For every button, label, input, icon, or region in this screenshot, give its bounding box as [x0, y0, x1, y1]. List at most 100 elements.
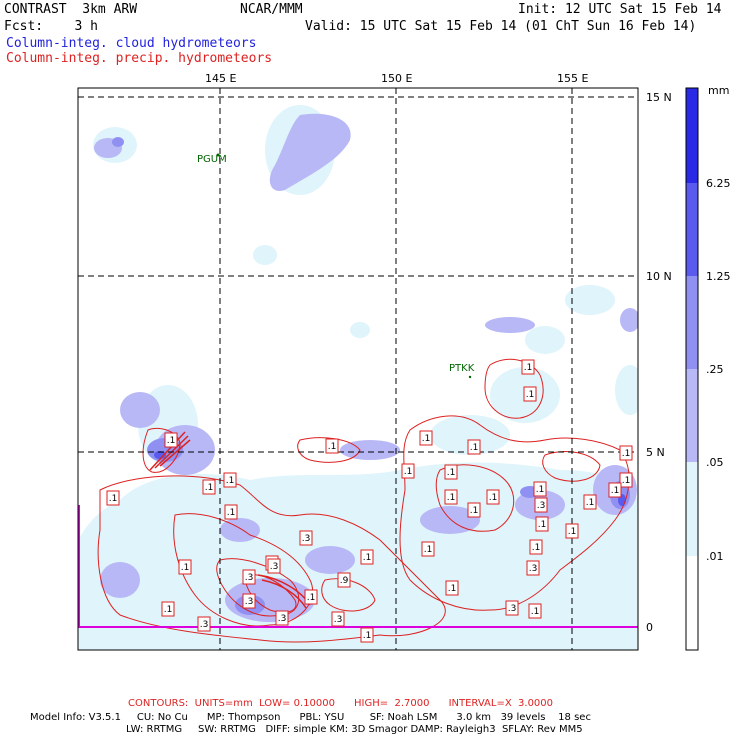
- precip-contour: [435, 464, 515, 532]
- contour-label-box: [523, 386, 537, 402]
- contour-label: .1: [226, 476, 235, 486]
- colorbar-segment: [686, 462, 698, 556]
- contour-label: .1: [568, 527, 577, 537]
- axis-labels: 145 E 150 E 155 E 15 N 10 N 5 N 0: [205, 72, 672, 634]
- contour-label: .1: [109, 494, 118, 504]
- cloud-area: [220, 518, 260, 542]
- contour-label-box: [360, 627, 374, 643]
- contour-label-box: [486, 489, 500, 505]
- precip-contour: [321, 578, 376, 612]
- precip-contour: [261, 579, 307, 609]
- lat-label: 0: [646, 621, 653, 634]
- cloud-area: [340, 440, 400, 460]
- contour-label: .1: [470, 506, 479, 516]
- contour-label-box: [608, 482, 622, 498]
- contour-label-box: [106, 490, 120, 506]
- contour-info: CONTOURS: UNITS=mm LOW= 0.10000 HIGH= 2.…: [128, 698, 554, 709]
- contour-label: .1: [447, 468, 456, 478]
- model-info-line-1: Model Info: V3.5.1 CU: No Cu MP: Thompso…: [30, 712, 591, 723]
- contour-label: .1: [489, 493, 498, 503]
- colorbar-segment: [686, 88, 698, 183]
- precip-contour: [142, 427, 181, 473]
- cloud-area: [430, 415, 510, 455]
- lat-label: 10 N: [646, 270, 672, 283]
- contour-label: .1: [363, 553, 372, 563]
- lat-label: 15 N: [646, 91, 672, 104]
- contour-label: .1: [526, 390, 535, 400]
- cloud-area: [253, 245, 277, 265]
- contour-label-box: [178, 559, 192, 575]
- contour-label-box: [444, 464, 458, 480]
- contour-label: .9: [340, 576, 349, 586]
- contour-label-box: [619, 445, 633, 461]
- colorbar-level: .25: [706, 363, 724, 376]
- field-cloud-label: Column-integ. cloud hydrometeors: [6, 36, 257, 51]
- station-label: PTKK: [449, 363, 475, 374]
- contour-label-box: [401, 463, 415, 479]
- colorbar-segment: [686, 369, 698, 462]
- station-label: PGUM: [197, 154, 227, 165]
- contour-label-box: [331, 611, 345, 627]
- forecast-hour: Fcst: 3 h: [4, 19, 98, 34]
- contour-label: .1: [622, 476, 631, 486]
- contour-label-box: [267, 558, 281, 574]
- station-marker: [468, 375, 472, 379]
- cloud-area: [100, 562, 140, 598]
- lon-label: 150 E: [381, 72, 412, 85]
- contour-label: .1: [611, 486, 620, 496]
- contour-label: .3: [245, 597, 254, 607]
- contour-label-box: [164, 432, 178, 448]
- contour-label-box: [521, 359, 535, 375]
- contour-label: .1: [164, 605, 173, 615]
- cloud-area: [269, 113, 351, 191]
- contour-label: .1: [307, 593, 316, 603]
- contour-label: .3: [302, 534, 311, 544]
- contour-label-box: [528, 603, 542, 619]
- colorbar-segment: [686, 183, 698, 276]
- field-precip-label: Column-integ. precip. hydrometeors: [6, 51, 273, 66]
- lat-label: 5 N: [646, 446, 665, 459]
- contour-label: .1: [167, 436, 176, 446]
- cloud-area: [615, 365, 638, 415]
- precip-contour: [149, 431, 186, 471]
- map-panel: [77, 87, 639, 651]
- lon-label: 155 E: [557, 72, 588, 85]
- contour-label-box: [360, 549, 374, 565]
- contour-label-box: [197, 616, 211, 632]
- colorbar-level: .05: [706, 456, 724, 469]
- contour-label: .1: [448, 584, 457, 594]
- cloud-area: [565, 285, 615, 315]
- contour-label: .3: [334, 615, 343, 625]
- precip-contour: [542, 451, 601, 482]
- contour-label-box: [224, 504, 238, 520]
- contour-label: .1: [586, 498, 595, 508]
- colorbar-border: [685, 87, 699, 651]
- precip-contour: [97, 475, 446, 643]
- contour-label-box: [533, 481, 547, 497]
- precip-contour: [297, 437, 361, 463]
- colorbar-level: 1.25: [706, 270, 731, 283]
- contour-label-box: [161, 601, 175, 617]
- cloud-area: [305, 546, 355, 574]
- contour-label: .1: [532, 543, 541, 553]
- contour-label-box: [534, 497, 548, 513]
- contour-label: .3: [529, 564, 538, 574]
- contour-label-box: [299, 530, 313, 546]
- contour-label-box: [419, 430, 433, 446]
- contour-label-box: [619, 472, 633, 488]
- cloud-area: [620, 308, 638, 332]
- precip-contour: [173, 513, 314, 627]
- contour-label: .1: [524, 363, 533, 373]
- contour-label: .1: [424, 545, 433, 555]
- cloud-area: [350, 322, 370, 338]
- cloud-area: [525, 326, 565, 354]
- contour-label-box: [421, 541, 435, 557]
- contour-label-box: [242, 569, 256, 585]
- init-time: Init: 12 UTC Sat 15 Feb 14: [518, 2, 722, 17]
- contour-label-box: [505, 600, 519, 616]
- precip-contour: [159, 439, 191, 467]
- contour-label-box: [304, 589, 318, 605]
- contour-label: .1: [536, 485, 545, 495]
- contour-label: .1: [363, 631, 372, 641]
- colorbar-segment: [686, 276, 698, 369]
